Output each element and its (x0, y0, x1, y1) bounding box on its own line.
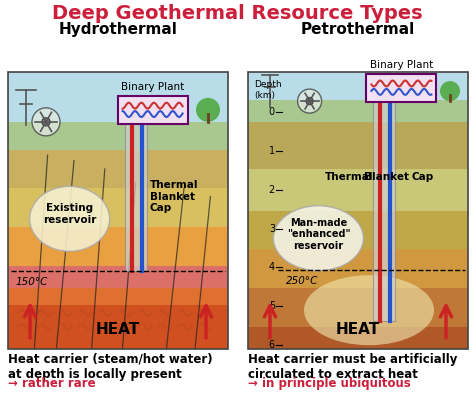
Text: 5: 5 (269, 301, 275, 311)
Bar (8, 305, 228, 349)
Ellipse shape (273, 206, 364, 271)
Text: 250°C: 250°C (286, 276, 319, 286)
Text: Thermal
Blanket
Cap: Thermal Blanket Cap (150, 180, 198, 213)
Bar (248, 169, 468, 211)
Bar (8, 72, 228, 349)
Text: 2: 2 (269, 185, 275, 195)
Text: 0: 0 (269, 107, 275, 117)
Text: Cap: Cap (411, 172, 434, 182)
Bar (248, 288, 468, 327)
Text: Heat carrier (steam/hot water)
at depth is locally present: Heat carrier (steam/hot water) at depth … (8, 353, 213, 381)
Bar (125, 122, 146, 271)
Text: Deep Geothermal Resource Types: Deep Geothermal Resource Types (52, 4, 422, 23)
Bar (8, 188, 228, 227)
Text: Depth
(km): Depth (km) (254, 80, 282, 100)
Bar (8, 150, 228, 188)
Text: Blanket: Blanket (364, 172, 409, 182)
Text: → in principle ubiquitous: → in principle ubiquitous (248, 377, 411, 390)
Bar (248, 122, 468, 169)
Bar (248, 249, 468, 288)
Ellipse shape (304, 275, 434, 345)
Text: Petrothermal: Petrothermal (301, 22, 415, 37)
Text: Binary Plant: Binary Plant (370, 60, 433, 70)
Bar (374, 100, 395, 322)
Bar (248, 211, 468, 249)
Text: HEAT: HEAT (336, 322, 380, 337)
Circle shape (306, 98, 313, 105)
Bar (8, 266, 228, 288)
Circle shape (440, 81, 460, 101)
Text: Man-made
"enhanced"
reservoir: Man-made "enhanced" reservoir (287, 218, 350, 251)
Bar (8, 122, 228, 150)
Text: Heat carrier must be artificially
circulated to extract heat: Heat carrier must be artificially circul… (248, 353, 457, 381)
Bar (366, 74, 437, 102)
Text: Binary Plant: Binary Plant (121, 82, 184, 92)
Text: 4: 4 (269, 262, 275, 272)
Bar (8, 72, 228, 349)
Bar (248, 327, 468, 349)
Text: 3: 3 (269, 224, 275, 234)
Bar (248, 100, 468, 122)
Bar (8, 266, 228, 305)
Text: HEAT: HEAT (96, 322, 140, 337)
Text: 150°C: 150°C (16, 277, 48, 287)
Text: 6: 6 (269, 340, 275, 350)
Bar (8, 227, 228, 266)
Circle shape (42, 118, 50, 126)
Circle shape (196, 98, 220, 122)
Bar (248, 72, 468, 349)
Bar (248, 72, 468, 349)
Text: 1: 1 (269, 146, 275, 156)
Text: Thermal: Thermal (325, 172, 374, 182)
Circle shape (298, 89, 321, 113)
Text: → rather rare: → rather rare (8, 377, 96, 390)
Circle shape (32, 108, 60, 136)
Bar (118, 96, 188, 124)
Ellipse shape (29, 186, 109, 251)
Text: Existing
reservoir: Existing reservoir (43, 203, 96, 225)
Text: Hydrothermal: Hydrothermal (59, 22, 177, 37)
